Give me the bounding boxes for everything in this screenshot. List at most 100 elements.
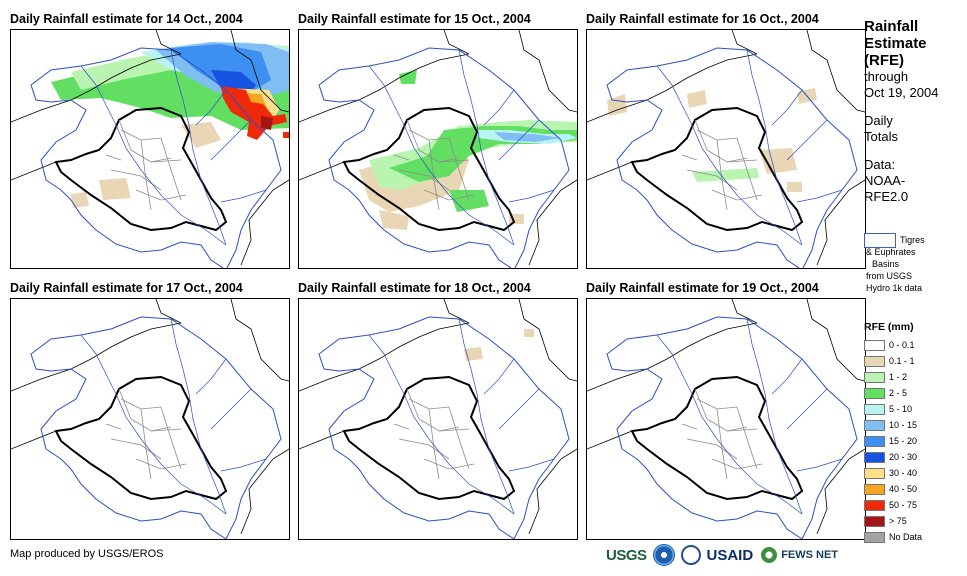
river-line [458,318,515,515]
river-line [368,65,515,246]
legend-label: No Data [889,532,923,542]
rainfall-map [10,298,290,540]
map-description: Rainfall Estimate (RFE) through Oct 19, … [864,18,964,205]
governorate-boundary [711,458,763,470]
river-line [170,49,227,246]
governorate-boundary [681,423,698,430]
country-border [299,53,470,123]
rainfall-map [10,29,290,269]
river-line [508,458,555,472]
governorate-boundary [694,388,708,420]
legend-swatch [864,419,885,431]
rainfall-area [787,182,802,192]
data-label: Data: [864,157,896,172]
usaid-logo: USAID [706,546,754,564]
doi-seal-icon [680,545,701,565]
governorate-boundary [118,119,132,151]
governorate-boundary [438,428,470,432]
country-border [240,179,289,266]
river-line [796,189,843,203]
rainfall-area [283,132,289,138]
governorate-boundary [716,408,728,480]
legend-item: 5 - 10 [864,401,922,417]
rainfall-map [298,298,578,540]
legend-label: 0 - 0.1 [889,340,915,350]
legend-item: 2 - 5 [864,385,922,401]
governorate-boundary [694,119,708,151]
governorate-boundary [160,406,182,470]
river-line [220,458,267,472]
legend-swatch [864,339,885,351]
governorate-boundary [150,159,182,163]
river-line [656,65,803,246]
fews-net-logo: FEWS NET [781,549,839,561]
basin-text-line: from USGS [866,271,913,281]
governorate-boundary [736,406,758,470]
legend-swatch [864,435,885,447]
legend-item: > 75 [864,513,922,529]
governorate-boundary [140,408,152,480]
river-line [483,89,515,126]
country-border [230,30,289,113]
legend-item: 10 - 15 [864,417,922,433]
panel-title: Daily Rainfall estimate for 16 Oct., 200… [586,12,819,26]
rainfall-area [261,116,273,130]
totals-text: Totals [864,129,898,144]
legend-label: 2 - 5 [889,388,908,398]
governorate-boundary [423,458,475,470]
basin-outline [30,47,282,268]
rainfall-area [524,329,534,337]
governorate-boundary [110,438,162,460]
river-line [220,189,267,203]
country-border [443,299,470,324]
legend-item: 15 - 20 [864,433,922,449]
rainfall-area [181,122,221,148]
rfe-legend: RFE (mm) 0 - 0.1 0.1 - 1 1 - 2 2 - 5 5 - 10 1… [864,321,922,545]
legend-label: 30 - 40 [889,468,918,478]
legend-title: RFE (mm) [864,321,914,333]
rainfall-map [586,29,866,269]
panel-title: Daily Rainfall estimate for 17 Oct., 200… [10,281,243,295]
country-border [528,448,577,535]
governorate-boundary [696,398,738,410]
governorate-boundary [696,129,738,141]
river-line [786,119,828,161]
legend-swatch [864,403,885,415]
rainfall-map [298,29,578,269]
country-border [528,179,577,266]
legend-label: 5 - 10 [889,404,913,414]
legend-item: 30 - 40 [864,465,922,481]
river-line [656,334,803,515]
legend-swatch [864,515,885,527]
river-line [170,318,227,515]
governorate-boundary [150,428,182,432]
river-line [498,119,540,161]
river-line [771,358,803,395]
river-line [458,49,515,246]
river-line [368,334,515,515]
river-line [508,189,555,203]
map-canvas [11,299,289,539]
basin-text-line: Basins [872,259,900,269]
country-border [518,299,577,382]
panel-title: Daily Rainfall estimate for 18 Oct., 200… [298,281,531,295]
title-line: Rainfall [864,18,919,35]
iraq-border [630,106,804,232]
legend-item: No Data [864,529,922,545]
governorate-boundary [686,438,738,460]
title-line: Estimate [864,35,927,52]
governorate-boundary [726,159,758,163]
governorate-boundary [448,137,470,201]
country-border [240,448,289,535]
country-border [816,179,865,266]
governorate-boundary [118,388,132,420]
rainfall-area [692,168,759,182]
basin-outline [318,316,570,539]
iraq-border [342,375,516,501]
country-border [155,299,182,324]
map-canvas [299,30,577,268]
river-line [80,334,227,515]
legend-swatch [864,355,885,367]
country-border [806,299,865,382]
legend-swatch [864,499,885,511]
